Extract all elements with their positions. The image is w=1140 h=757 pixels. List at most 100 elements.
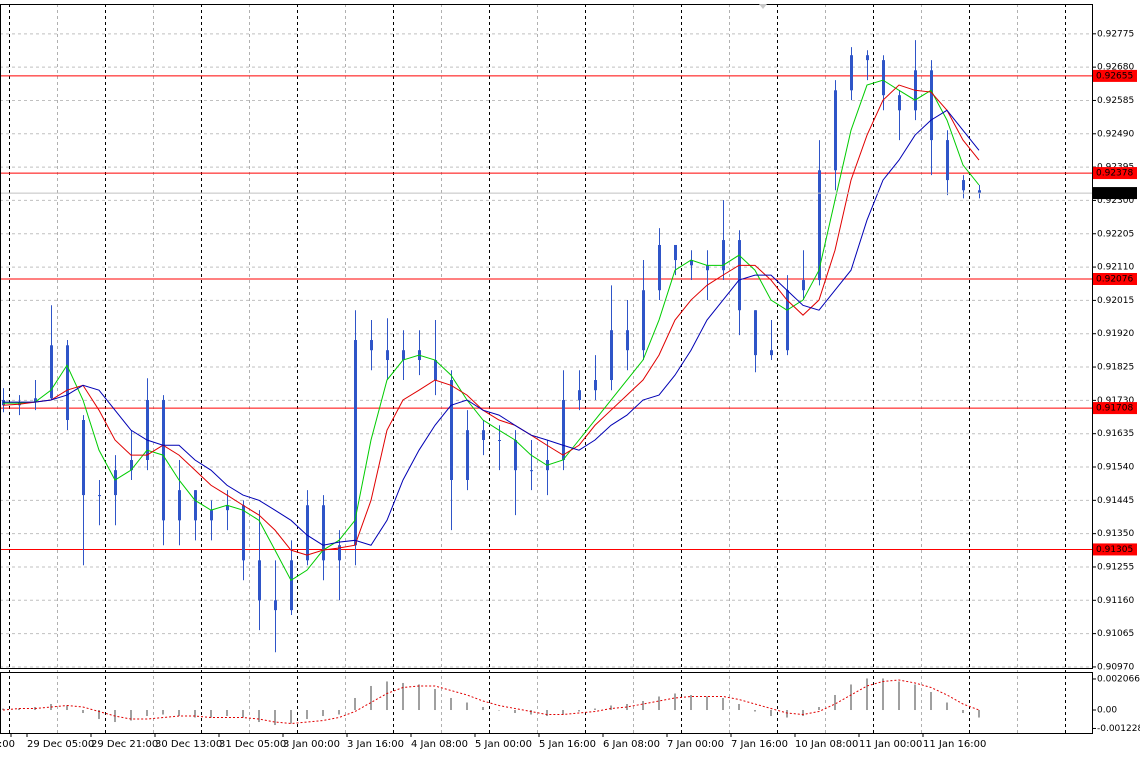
candle-body [34, 398, 37, 403]
y-tick-label: 0.92300 [1097, 196, 1134, 206]
histogram-bar [434, 688, 436, 711]
candle-body [978, 190, 981, 194]
histogram-bar [946, 702, 948, 711]
moving-average-line [3, 79, 980, 582]
y-tick-label: 0.92775 [1097, 29, 1134, 39]
x-tick-label: 31 Dec 05:00 [219, 739, 286, 750]
candle-body [834, 90, 837, 171]
candle-body [610, 330, 613, 381]
histogram-bar [962, 710, 964, 714]
candle-body [722, 240, 725, 271]
candle-body [658, 244, 661, 291]
histogram-bar [274, 710, 276, 726]
candle-body [930, 70, 933, 141]
y-tick-label: 0.91350 [1097, 529, 1134, 539]
histogram-bar [354, 697, 356, 711]
histogram-bar [722, 697, 724, 711]
histogram-bar [98, 710, 100, 720]
y-tick-label: 0.91920 [1097, 329, 1134, 339]
candle-body [306, 505, 309, 561]
histogram-bar [882, 678, 884, 711]
histogram-bar [706, 696, 708, 711]
histogram-bar [402, 682, 404, 711]
candle-body [434, 360, 437, 381]
x-tick-label: 3 Jan 00:00 [283, 739, 340, 750]
candle-body [850, 55, 853, 91]
histogram-bar [690, 694, 692, 711]
histogram-bar [306, 710, 308, 720]
candle-body [690, 260, 693, 266]
candle-body [66, 345, 69, 421]
y-tick-label: 0.91730 [1097, 396, 1134, 406]
candle-body [402, 350, 405, 361]
histogram-bar [2, 708, 4, 711]
histogram-bar [530, 710, 532, 715]
histogram-bar [866, 678, 868, 711]
y-tick-label: 0.91255 [1097, 562, 1134, 572]
candle-body [738, 240, 741, 311]
candle-body [178, 490, 181, 521]
histogram-bar [674, 693, 676, 711]
histogram-bar [802, 710, 804, 717]
indicator-frame [0, 672, 1093, 734]
histogram-bar [178, 710, 180, 717]
candle-body [274, 600, 277, 611]
candle-body [162, 400, 165, 521]
y-tick-label: 0.92490 [1097, 129, 1134, 139]
x-tick-label: 30 Dec 13:00 [155, 739, 222, 750]
y-tick-label: -0.001228 [1097, 724, 1140, 734]
candle-body [706, 265, 709, 271]
level-label-box [1093, 69, 1137, 82]
y-tick-label: 0.92680 [1097, 63, 1134, 73]
level-label: 0.91305 [1096, 545, 1133, 555]
histogram-bar [738, 704, 740, 711]
candle-body [818, 170, 821, 281]
histogram-bar [658, 696, 660, 711]
histogram-bar [610, 705, 612, 711]
x-tick-label: 29 Dec 05:00 [27, 739, 94, 750]
candle-body [962, 180, 965, 191]
candle-body [498, 440, 501, 442]
level-label-box [1093, 543, 1137, 556]
histogram-bar [546, 710, 548, 717]
y-tick-label: 0.92110 [1097, 263, 1134, 273]
histogram-bar [226, 710, 228, 717]
candle-body [562, 400, 565, 460]
histogram-bar [66, 705, 68, 711]
candle-body [898, 95, 901, 111]
histogram-bar [450, 697, 452, 711]
candle-body [82, 420, 85, 496]
x-tick-label: 7 Jan 00:00 [667, 739, 724, 750]
last-price-box [1093, 187, 1137, 200]
histogram-bar [930, 691, 932, 711]
level-label: 0.92076 [1096, 275, 1133, 285]
grid [0, 4, 1092, 733]
y-tick-label: 0.90970 [1097, 662, 1134, 672]
y-tick-label: 0.00 [1097, 706, 1117, 716]
x-tick-label: 5 Jan 00:00 [475, 739, 532, 750]
candle-body [450, 380, 453, 480]
x-tick-label: 6 Jan 08:00 [603, 739, 660, 750]
x-tick-label: 10 Jan 08:00 [795, 739, 858, 750]
level-label-box [1093, 402, 1137, 415]
candle-body [946, 140, 949, 181]
y-tick-label: 0.91540 [1097, 463, 1134, 473]
main-frame [0, 4, 1093, 669]
candle-body [146, 400, 149, 460]
y-tick-label: 0.92015 [1097, 296, 1134, 306]
x-tick-label: 11 Jan 16:00 [923, 739, 986, 750]
histogram-bar [754, 710, 756, 712]
histogram-bar [978, 710, 980, 718]
x-tick-label: 5 Jan 16:00 [539, 739, 596, 750]
candle-body [530, 470, 533, 472]
histogram-bar [162, 710, 164, 715]
y-tick-label: 0.91635 [1097, 429, 1134, 439]
candle-body [674, 244, 677, 261]
y-tick-label: 0.002066 [1097, 674, 1140, 684]
candle-body [578, 390, 581, 401]
candle-body [322, 505, 325, 561]
histogram-bar [818, 707, 820, 711]
histogram-bar [322, 710, 324, 717]
histogram-bar [594, 708, 596, 711]
histogram-bar [82, 710, 84, 714]
